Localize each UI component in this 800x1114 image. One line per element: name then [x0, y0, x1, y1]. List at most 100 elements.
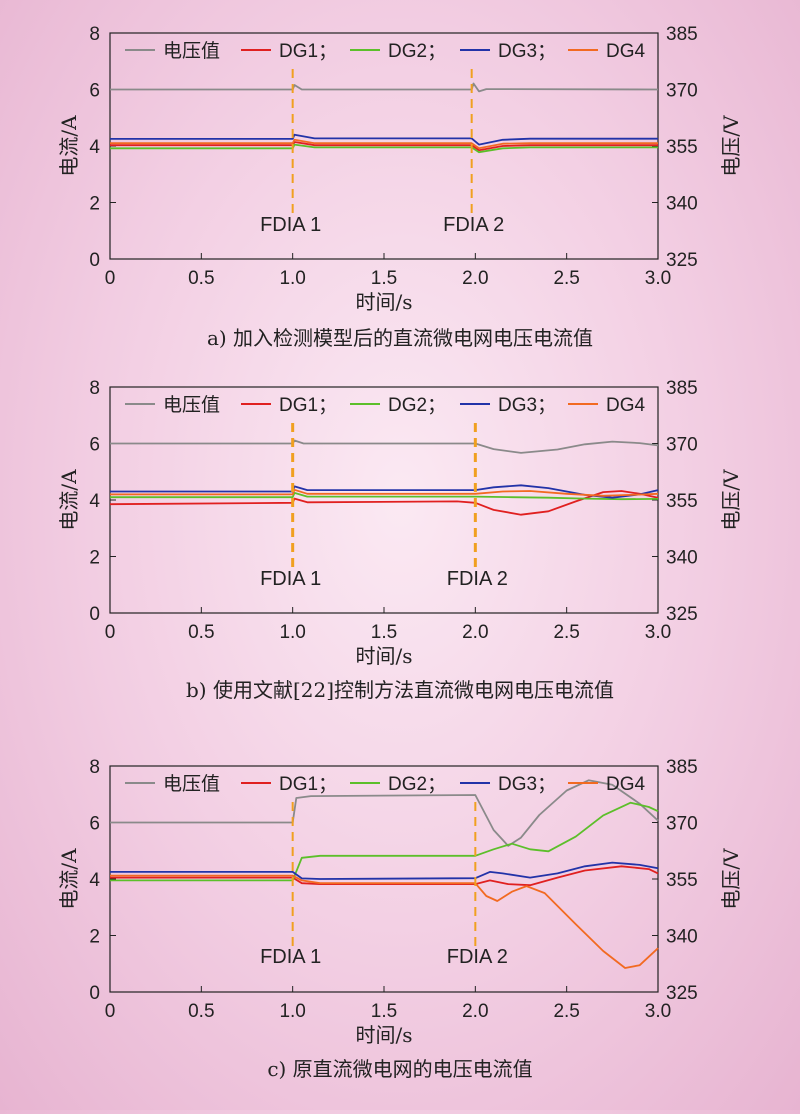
y-left-tick-label: 2: [89, 194, 100, 215]
x-tick-label: 2.5: [553, 622, 579, 643]
y-left-axis-label: 电流/A: [57, 115, 81, 177]
y-right-tick-label: 325: [666, 250, 698, 271]
series-line-电压值: [110, 82, 659, 93]
x-tick-label: 2.0: [462, 622, 488, 643]
plot-frame: [109, 386, 659, 614]
series-line-DG1: [109, 490, 659, 516]
x-tick-label: 3.0: [645, 268, 671, 289]
fdia-annotation-label: FDIA 2: [447, 568, 508, 590]
x-tick-label: 1.5: [371, 268, 397, 289]
y-right-tick-label: 340: [666, 548, 698, 569]
y-left-tick-label: 4: [89, 137, 100, 158]
chart-panel-b: 0 0.5 1.0 1.5 2.0 2.5 3.0 0 2 4 6 8 325 340 355 370 385 电…: [57, 378, 743, 702]
chart-caption: a) 加入检测模型后的直流微电网电压电流值: [207, 326, 593, 350]
legend-entry-label: DG3；: [498, 395, 556, 416]
y-right-tick-label: 355: [666, 491, 698, 512]
legend-entry-label: DG4: [606, 395, 646, 416]
x-tick-label: 2.0: [462, 268, 488, 289]
y-left-tick-label: 2: [89, 927, 100, 948]
y-right-tick-label: 370: [666, 435, 698, 456]
fdia-annotation-label: FDIA 2: [443, 214, 504, 236]
series-line-DG3: [110, 484, 659, 499]
y-right-tick-label: 385: [666, 378, 698, 399]
x-axis-label: 时间/s: [355, 644, 412, 668]
y-left-tick-label: 8: [89, 24, 100, 45]
y-right-tick-label: 385: [666, 757, 698, 778]
fdia-annotation-label: FDIA 1: [260, 214, 321, 236]
y-right-tick-label: 370: [666, 814, 698, 835]
y-left-tick-label: 6: [89, 81, 100, 102]
legend-entry-label: DG2；: [388, 774, 446, 795]
legend-entry-label: DG3；: [498, 41, 556, 62]
y-left-axis-label: 电流/A: [57, 469, 81, 531]
x-tick-label: 1.5: [371, 622, 397, 643]
x-tick-label: 2.5: [553, 1001, 579, 1022]
y-right-axis-label: 电压/V: [719, 469, 743, 531]
x-tick-label: 0: [105, 268, 116, 289]
y-left-tick-label: 0: [89, 604, 100, 625]
y-right-tick-label: 340: [666, 927, 698, 948]
chart-caption: b) 使用文献[22]控制方法直流微电网电压电流值: [186, 678, 614, 702]
x-axis-label: 时间/s: [355, 290, 412, 314]
chart-caption: c) 原直流微电网的电压电流值: [267, 1057, 532, 1081]
legend-entry-label: DG4: [606, 774, 646, 795]
fdia-annotation-label: FDIA 1: [260, 946, 321, 968]
series-line-DG1: [110, 865, 659, 887]
series-line-DG2: [110, 801, 659, 882]
chart-panel-c: 0 0.5 1.0 1.5 2.0 2.5 3.0 0 2 4 6 8 325 340 355 370 385 电…: [57, 757, 743, 1081]
y-left-axis-label: 电流/A: [57, 848, 81, 910]
y-left-tick-label: 4: [89, 491, 100, 512]
series-line-电压值: [110, 779, 659, 847]
x-tick-label: 0.5: [188, 268, 214, 289]
legend-entry-label: 电压值: [163, 40, 220, 62]
x-tick-label: 3.0: [645, 1001, 671, 1022]
x-axis-label: 时间/s: [355, 1023, 412, 1047]
legend-entry-label: DG1；: [279, 41, 337, 62]
fdia-annotation-label: FDIA 1: [260, 568, 321, 590]
x-tick-label: 2.5: [553, 268, 579, 289]
series-line-DG4: [110, 138, 658, 150]
y-left-tick-label: 4: [89, 870, 100, 891]
legend-entry-label: 电压值: [163, 773, 220, 795]
y-right-tick-label: 385: [666, 24, 698, 45]
y-left-tick-label: 8: [89, 378, 100, 399]
y-left-tick-label: 2: [89, 548, 100, 569]
legend-entry-label: DG1；: [279, 395, 337, 416]
y-right-tick-label: 325: [666, 604, 698, 625]
y-right-tick-label: 325: [666, 983, 698, 1004]
legend-entry-label: DG2；: [388, 395, 446, 416]
y-left-tick-label: 0: [89, 983, 100, 1004]
legend-entry-label: DG3；: [498, 774, 556, 795]
series-line-DG4: [110, 874, 659, 969]
y-left-tick-label: 0: [89, 250, 100, 271]
x-tick-label: 1.0: [279, 622, 305, 643]
y-right-tick-label: 340: [666, 194, 698, 215]
x-tick-label: 2.0: [462, 1001, 488, 1022]
x-tick-label: 0.5: [188, 622, 214, 643]
fdia-annotation-label: FDIA 2: [447, 946, 508, 968]
x-tick-label: 1.0: [279, 268, 305, 289]
y-right-tick-label: 370: [666, 81, 698, 102]
x-tick-label: 0: [105, 1001, 116, 1022]
x-tick-label: 3.0: [645, 622, 671, 643]
y-right-axis-label: 电压/V: [719, 848, 743, 910]
legend-entry-label: DG2；: [388, 41, 446, 62]
y-right-axis-label: 电压/V: [719, 115, 743, 177]
series-line-电压值: [110, 439, 659, 454]
series-line-DG2: [110, 491, 659, 501]
x-tick-label: 1.5: [371, 1001, 397, 1022]
y-right-tick-label: 355: [666, 137, 698, 158]
legend-entry-label: DG4: [606, 41, 646, 62]
chart-panel-a: 0 0.5 1.0 1.5 2.0 2.5 3.0 0 2 4 6 8 325 340 355 370 385 电…: [57, 24, 743, 350]
y-left-tick-label: 6: [89, 435, 100, 456]
x-tick-label: 0.5: [188, 1001, 214, 1022]
y-left-tick-label: 6: [89, 814, 100, 835]
series-line-DG3: [110, 861, 659, 880]
legend-entry-label: 电压值: [163, 394, 220, 416]
x-tick-label: 1.0: [279, 1001, 305, 1022]
y-right-tick-label: 355: [666, 870, 698, 891]
y-left-tick-label: 8: [89, 757, 100, 778]
x-tick-label: 0: [105, 622, 116, 643]
